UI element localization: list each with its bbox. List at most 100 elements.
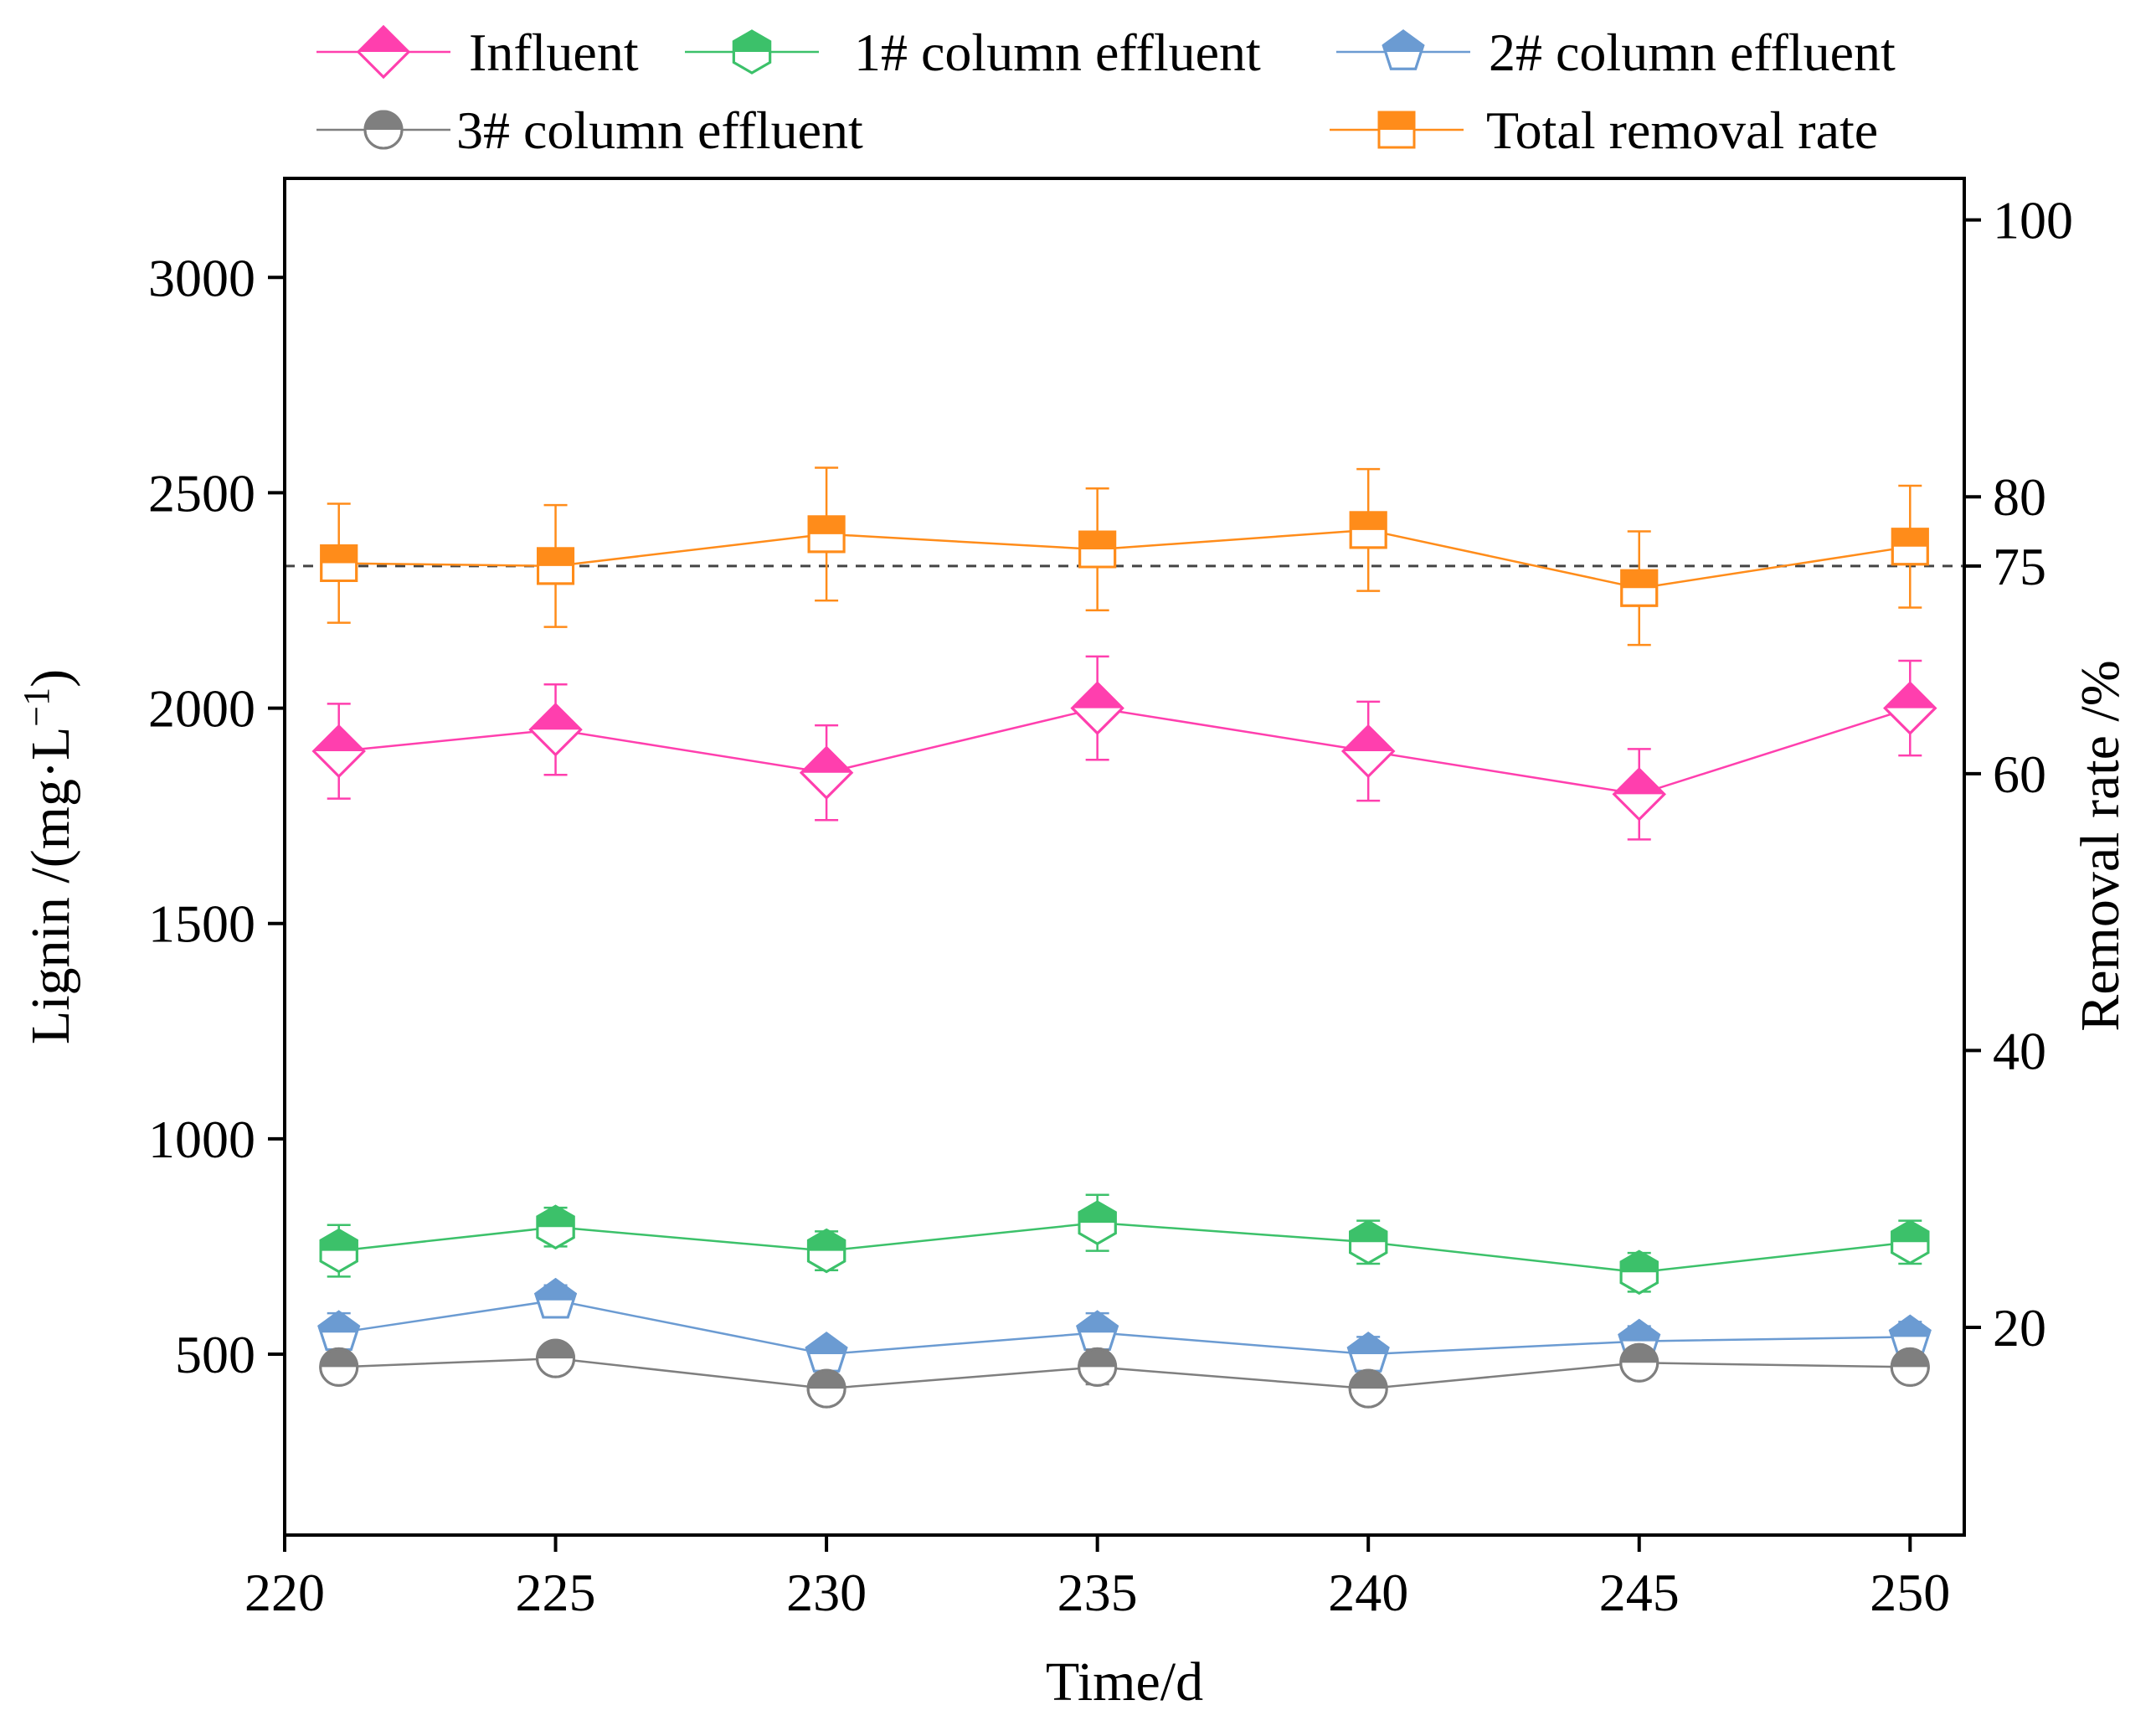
data-point-influent-245 (1612, 767, 1666, 822)
data-point-2-column-effluent-245-fill (1618, 1320, 1659, 1342)
series-total-removal-rate (320, 466, 1929, 647)
y-axis-left-title-sup: −1 (16, 688, 57, 727)
data-point-1-column-effluent-225 (536, 1204, 575, 1250)
data-point-total-removal-rate-240-border (1349, 511, 1387, 549)
data-point-2-column-effluent-225-border (534, 1277, 578, 1319)
y-right-tick-label-40: 40 (1993, 1021, 2046, 1080)
data-point-1-column-effluent-245-border (1619, 1249, 1659, 1296)
x-axis-title: Time/d (1046, 1651, 1203, 1713)
data-point-1-column-effluent-250 (1891, 1219, 1930, 1265)
data-point-influent-225 (528, 703, 583, 757)
data-point-2-column-effluent-235-fill (1077, 1311, 1118, 1333)
x-tick-label-220: 220 (244, 1563, 325, 1622)
legend-marker-2-column-effluent (1382, 29, 1425, 70)
data-point-total-removal-rate-221-fill (321, 545, 357, 564)
data-point-influent-235 (1070, 681, 1124, 735)
data-point-total-removal-rate-225-fill (538, 548, 574, 566)
legend-marker-influent-fill (358, 27, 409, 52)
data-point-3-column-effluent-225-border (536, 1338, 576, 1378)
y-right-tick-label-75: 75 (1993, 537, 2046, 596)
data-point-influent-221-border (311, 724, 366, 779)
data-point-3-column-effluent-250-fill (1891, 1348, 1929, 1368)
data-point-total-removal-rate-225-border (537, 547, 575, 585)
data-point-influent-225-border (528, 703, 583, 757)
plot-frame (283, 177, 1966, 1537)
series-layer (311, 466, 1937, 1409)
y-left-tick-label-500: 500 (175, 1325, 255, 1384)
data-point-2-column-effluent-221 (317, 1310, 361, 1352)
y-right-tick-label-100: 100 (1993, 191, 2073, 250)
legend-label-1-column-effluent: 1# column effluent (854, 23, 1261, 82)
x-tick-label-235: 235 (1057, 1563, 1138, 1622)
data-point-total-removal-rate-221-border (320, 544, 358, 583)
data-point-total-removal-rate-245-border (1620, 569, 1659, 607)
data-point-3-column-effluent-250 (1890, 1347, 1930, 1387)
data-point-total-removal-rate-240-fill (1351, 512, 1387, 530)
y-axis-right-title: Removal rate /% (2070, 660, 2131, 1032)
data-point-3-column-effluent-225 (536, 1338, 576, 1378)
data-point-3-column-effluent-221-border (319, 1347, 359, 1387)
data-point-2-column-effluent-225-fill (535, 1279, 576, 1301)
data-point-total-removal-rate-245-fill (1621, 570, 1657, 589)
data-point-influent-250-fill (1885, 683, 1936, 708)
data-point-3-column-effluent-230-fill (808, 1370, 846, 1389)
data-point-total-removal-rate-230-fill (809, 516, 845, 534)
data-point-3-column-effluent-240-border (1348, 1368, 1388, 1409)
y-left-tick-label-2000: 2000 (148, 679, 255, 739)
legend-marker-influent-border (356, 24, 411, 80)
y-axis-left-title-main: Lignin /(mg·L (20, 727, 81, 1044)
legend-label-2-column-effluent: 2# column effluent (1489, 23, 1896, 82)
legend-label-total-removal-rate: Total removal rate (1486, 100, 1878, 160)
data-point-2-column-effluent-240-fill (1348, 1333, 1388, 1354)
data-point-influent-235-border (1070, 681, 1124, 735)
legend-marker-influent (356, 24, 411, 80)
data-point-total-removal-rate-230 (807, 515, 846, 554)
series-line-2-column-effluent (338, 1299, 1911, 1356)
data-point-1-column-effluent-230-border (806, 1228, 846, 1274)
data-point-1-column-effluent-245 (1619, 1249, 1659, 1296)
legend-marker-3-column-effluent-fill (365, 111, 402, 130)
data-point-3-column-effluent-221-fill (320, 1348, 358, 1368)
data-point-total-removal-rate-245 (1620, 569, 1659, 607)
data-point-3-column-effluent-230 (806, 1368, 846, 1409)
data-point-total-removal-rate-235 (1078, 530, 1117, 569)
data-point-3-column-effluent-225-fill (537, 1340, 574, 1359)
data-point-total-removal-rate-250 (1891, 528, 1929, 566)
data-point-1-column-effluent-230 (806, 1228, 846, 1274)
data-point-1-column-effluent-235-border (1078, 1200, 1117, 1245)
y-right-tick-label-20: 20 (1993, 1298, 2046, 1358)
x-tick-label-240: 240 (1328, 1563, 1408, 1622)
data-point-1-column-effluent-235 (1078, 1200, 1117, 1245)
legend-item-1-column-effluent: 1# column effluent (685, 23, 1261, 82)
y-axis-left-title-close: ) (20, 669, 81, 688)
data-point-total-removal-rate-225 (537, 547, 575, 585)
y-left-tick-label-3000: 3000 (148, 248, 255, 307)
data-point-3-column-effluent-221 (319, 1347, 359, 1387)
legend-item-total-removal-rate: Total removal rate (1330, 100, 1878, 160)
data-point-influent-225-fill (530, 704, 581, 730)
y-left-tick-label-2500: 2500 (148, 463, 255, 523)
data-point-3-column-effluent-245 (1619, 1342, 1659, 1383)
data-point-influent-250 (1883, 681, 1937, 735)
data-point-3-column-effluent-230-border (806, 1368, 846, 1409)
data-point-influent-221 (311, 724, 366, 779)
data-point-influent-240-fill (1343, 726, 1394, 751)
legend: Influent 1# column effluent 2# column effl… (316, 23, 1896, 160)
legend-marker-total-removal-rate-border (1377, 111, 1416, 149)
y-left-tick-label-1000: 1000 (148, 1110, 255, 1169)
series-1-column-effluent (319, 1193, 1930, 1296)
series-influent (311, 655, 1937, 841)
legend-marker-1-column-effluent-border (732, 29, 772, 75)
series-line-influent (338, 707, 1911, 796)
data-point-influent-245-fill (1613, 769, 1665, 795)
data-point-total-removal-rate-250-fill (1892, 528, 1928, 547)
y-right-tick-label-60: 60 (1993, 744, 2046, 804)
data-point-total-removal-rate-250-border (1891, 528, 1929, 566)
data-point-influent-240 (1341, 724, 1396, 779)
data-point-influent-245-border (1612, 767, 1666, 822)
data-point-2-column-effluent-225 (534, 1277, 578, 1319)
series-3-column-effluent (319, 1338, 1930, 1409)
data-point-1-column-effluent-225-border (536, 1204, 575, 1250)
